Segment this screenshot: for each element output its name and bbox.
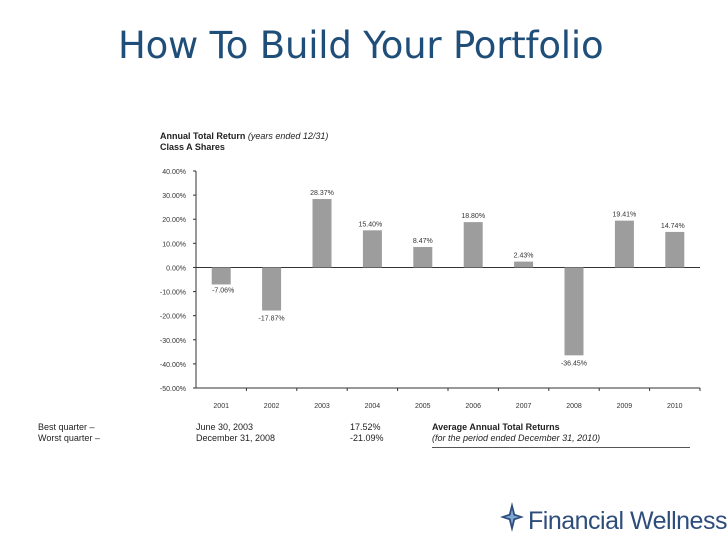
- worst-quarter-value: -21.09%: [350, 433, 384, 443]
- bar: [665, 231, 685, 268]
- data-label: -17.87%: [259, 316, 285, 323]
- worst-quarter-date: December 31, 2008: [196, 433, 276, 443]
- x-tick-label: 2003: [314, 403, 330, 410]
- bar: [514, 261, 534, 268]
- y-tick-label: -30.00%: [160, 338, 186, 345]
- x-tick-label: 2007: [516, 403, 532, 410]
- data-label: -7.06%: [212, 287, 234, 294]
- bar: [312, 199, 332, 268]
- bar: [463, 222, 483, 268]
- quarter-labels: Best quarter – Worst quarter –: [38, 422, 100, 444]
- data-label: 14.74%: [661, 223, 685, 230]
- bar: [614, 220, 634, 268]
- data-label: 28.37%: [310, 190, 334, 197]
- chart-title: Annual Total Return: [160, 131, 246, 141]
- x-tick-label: 2009: [617, 403, 633, 410]
- best-quarter-value: 17.52%: [350, 422, 381, 432]
- quarter-dates: June 30, 2003 December 31, 2008: [196, 422, 275, 444]
- x-tick-label: 2006: [465, 403, 481, 410]
- x-tick-label: 2010: [667, 403, 683, 410]
- logo-text: Financial Wellness: [528, 507, 727, 535]
- y-tick-label: -20.00%: [160, 314, 186, 321]
- y-tick-label: 40.00%: [162, 169, 186, 176]
- y-tick-label: 0.00%: [166, 265, 186, 272]
- data-label: 2.43%: [514, 253, 534, 260]
- x-tick-label: 2008: [566, 403, 582, 410]
- chart-title-note: (years ended 12/31): [247, 131, 329, 141]
- best-quarter-label: Best quarter –: [38, 422, 95, 432]
- y-tick-label: 20.00%: [162, 217, 186, 224]
- x-tick-label: 2005: [415, 403, 431, 410]
- chart-heading: Annual Total Return (years ended 12/31) …: [160, 131, 328, 153]
- data-label: 19.41%: [613, 212, 637, 219]
- slide-title: How To Build Your Portfolio: [118, 24, 604, 67]
- bar: [564, 267, 584, 356]
- bar: [362, 230, 382, 268]
- y-tick-label: -10.00%: [160, 290, 186, 297]
- bar: [211, 267, 231, 285]
- quarter-values: 17.52% -21.09%: [350, 422, 384, 444]
- bar: [262, 267, 282, 311]
- average-returns: Average Annual Total Returns (for the pe…: [432, 422, 600, 444]
- average-returns-rule: [432, 447, 690, 448]
- y-tick-label: 10.00%: [162, 241, 186, 248]
- star-compass-icon: [500, 502, 524, 532]
- x-tick-label: 2002: [264, 403, 280, 410]
- worst-quarter-label: Worst quarter –: [38, 433, 100, 443]
- bar: [413, 247, 433, 268]
- data-label: 15.40%: [359, 221, 383, 228]
- chart-subtitle: Class A Shares: [160, 142, 225, 152]
- best-quarter-date: June 30, 2003: [196, 422, 254, 432]
- average-returns-heading: Average Annual Total Returns: [432, 422, 560, 432]
- y-tick-label: -40.00%: [160, 362, 186, 369]
- x-tick-label: 2001: [213, 403, 229, 410]
- y-tick-label: 30.00%: [162, 193, 186, 200]
- data-label: 18.80%: [461, 213, 485, 220]
- average-returns-subheading: (for the period ended December 31, 2010): [432, 433, 601, 443]
- data-label: -36.45%: [561, 360, 587, 367]
- x-tick-label: 2004: [365, 403, 381, 410]
- y-tick-label: -50.00%: [160, 386, 186, 393]
- data-label: 8.47%: [413, 238, 433, 245]
